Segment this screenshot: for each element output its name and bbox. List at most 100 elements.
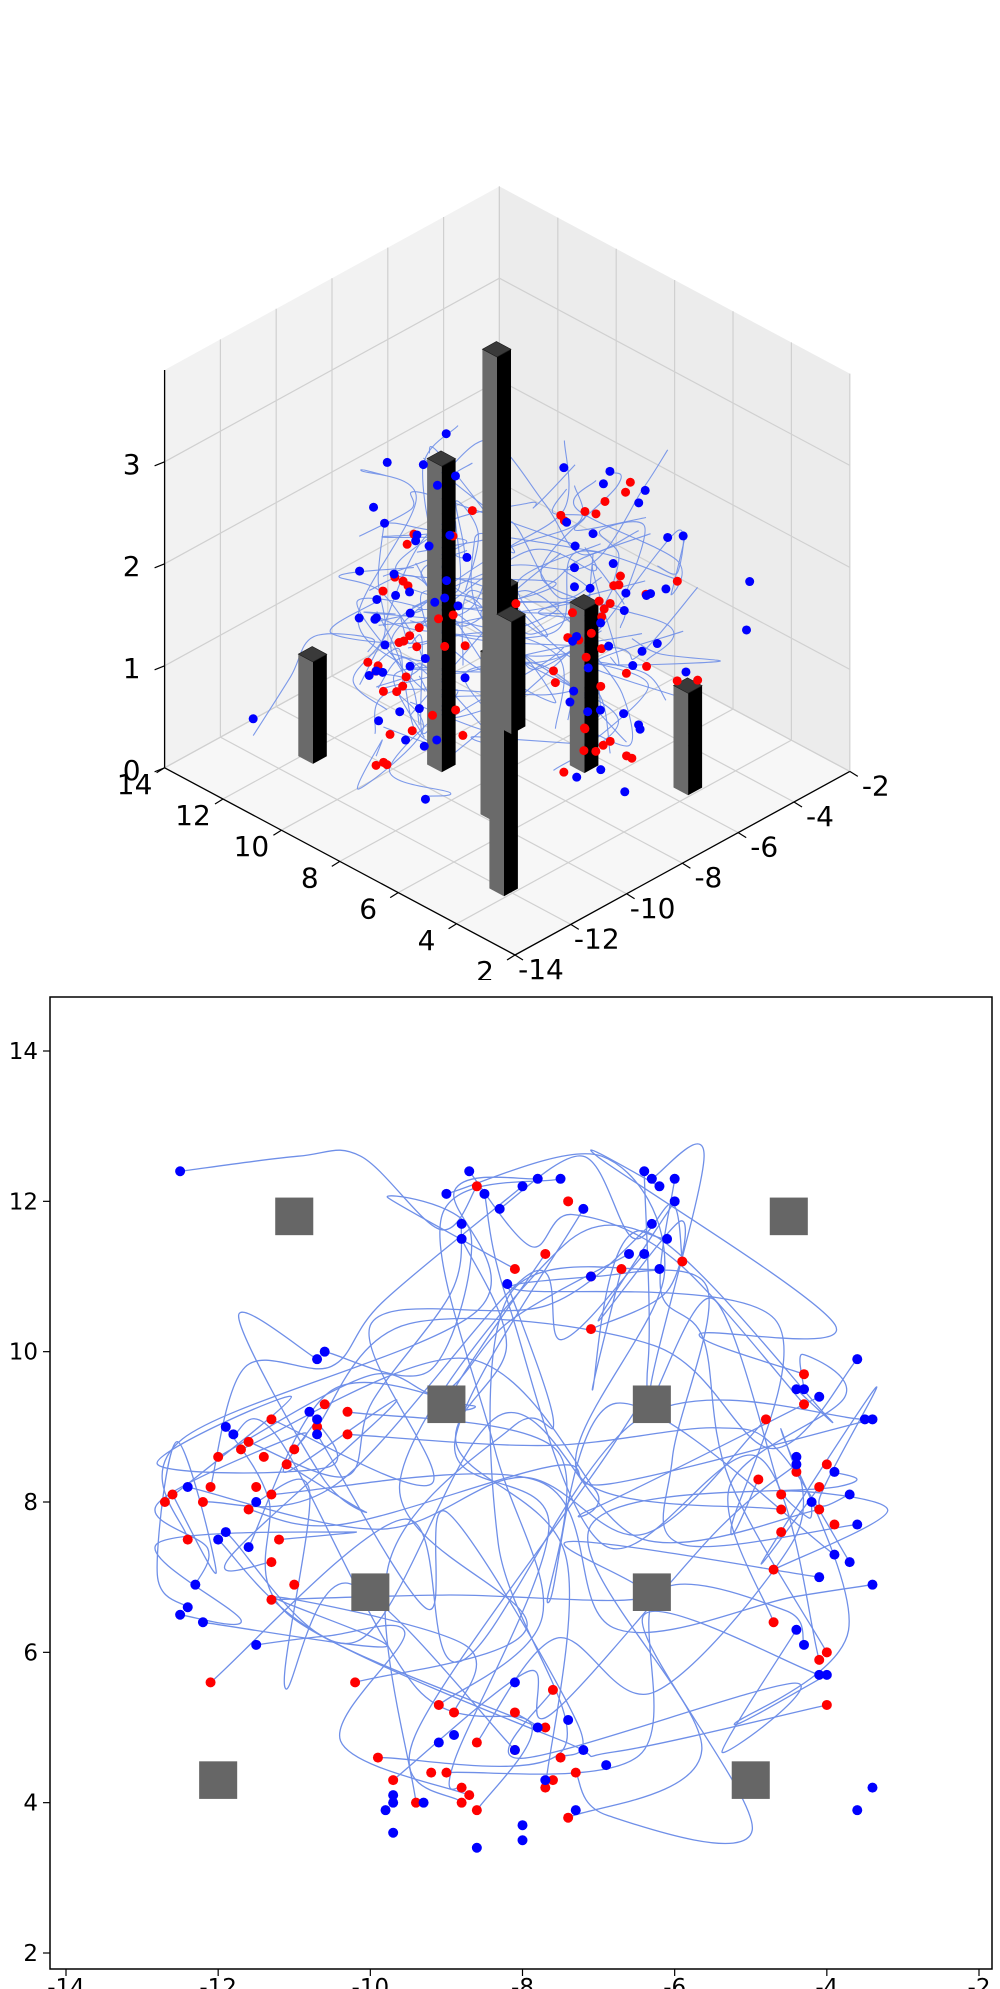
end-point xyxy=(456,1233,467,1244)
obstacle-block xyxy=(731,1761,770,1799)
pillar-top xyxy=(426,450,457,467)
trajectory-path xyxy=(590,1200,687,1330)
end-point xyxy=(370,614,380,624)
start-point xyxy=(385,729,395,739)
trajectory-path xyxy=(248,1223,463,1478)
end-point xyxy=(532,1722,543,1733)
end-point xyxy=(867,1782,878,1793)
end-point xyxy=(619,606,629,616)
end-point xyxy=(462,552,472,562)
start-point xyxy=(471,1737,482,1748)
end-point xyxy=(509,1745,520,1756)
chart-2d: -14 -12 -10 -8 -6 -4 -2 2 4 6 8 10 12 14 xyxy=(9,996,993,1989)
start-point xyxy=(814,1654,825,1665)
trajectory-path xyxy=(461,543,601,666)
x-tick-mark xyxy=(737,832,747,839)
start-point xyxy=(392,687,402,697)
y-tick-label: 8 xyxy=(23,1490,38,1516)
start-point xyxy=(243,1504,254,1515)
end-point xyxy=(471,1842,482,1853)
end-point xyxy=(364,670,374,680)
end-point xyxy=(669,1196,680,1207)
start-point xyxy=(213,1451,224,1462)
trajectory-path xyxy=(154,1531,357,1626)
end-point xyxy=(578,1745,589,1756)
start-point xyxy=(760,1414,771,1425)
start-point xyxy=(289,1579,300,1590)
start-point xyxy=(605,736,615,746)
x-tick-label: -2 xyxy=(862,769,890,802)
end-point xyxy=(509,1677,520,1688)
start-point xyxy=(677,1256,688,1267)
start-point xyxy=(182,1534,193,1545)
trajectory-path xyxy=(161,1176,538,1540)
end-point xyxy=(572,631,582,641)
trajectory-path xyxy=(248,1253,546,1548)
end-point xyxy=(304,1406,315,1417)
end-point xyxy=(583,707,593,717)
start-point xyxy=(511,599,521,609)
end-point xyxy=(502,1279,513,1290)
end-point xyxy=(248,714,258,724)
start-point xyxy=(693,675,703,685)
trajectory-path xyxy=(359,594,606,685)
end-point xyxy=(663,532,673,542)
end-point xyxy=(251,1497,262,1507)
y-tick-label: 14 xyxy=(117,768,153,801)
end-point xyxy=(432,480,442,490)
end-point xyxy=(604,641,614,651)
start-point xyxy=(776,1489,787,1500)
start-point xyxy=(394,638,404,648)
x-tick-mark xyxy=(514,954,524,961)
pillar-face xyxy=(427,458,442,773)
start-point xyxy=(540,1248,551,1259)
start-point xyxy=(433,614,443,624)
trajectory-path xyxy=(510,1275,785,1536)
end-point xyxy=(312,1354,323,1365)
end-point xyxy=(681,667,691,677)
end-point xyxy=(852,1519,863,1530)
start-point xyxy=(597,644,607,654)
end-point xyxy=(745,577,755,587)
trajectory-path xyxy=(255,1478,516,1751)
end-point xyxy=(859,1414,870,1425)
end-point xyxy=(464,1166,475,1177)
obstacle-block xyxy=(632,1573,671,1611)
end-point xyxy=(608,559,618,569)
start-point xyxy=(266,1489,277,1500)
trajectory-path xyxy=(454,1238,571,1788)
x-tick-mark xyxy=(682,862,691,869)
z-tick-label: 1 xyxy=(123,652,141,685)
x-tick-mark xyxy=(570,923,580,930)
start-point xyxy=(621,487,631,497)
end-point xyxy=(372,594,382,604)
y-tick-label: 6 xyxy=(359,893,377,926)
end-point xyxy=(646,1173,657,1184)
end-point xyxy=(355,566,365,576)
start-point xyxy=(388,1775,399,1786)
end-point xyxy=(791,1384,802,1395)
start-point xyxy=(451,705,461,715)
start-point xyxy=(621,668,631,678)
obstacle-block xyxy=(769,1197,808,1236)
end-point xyxy=(646,1218,657,1229)
trajectory-path xyxy=(507,1629,802,1759)
end-point xyxy=(450,471,460,481)
start-point xyxy=(776,1504,787,1515)
trajectory-path xyxy=(354,1224,668,1684)
trajectory-path xyxy=(271,1473,873,1634)
end-point xyxy=(388,1797,399,1808)
pillar-face xyxy=(298,654,313,764)
end-point xyxy=(634,720,644,730)
end-point xyxy=(420,794,430,804)
start-point xyxy=(405,631,415,641)
end-point xyxy=(569,563,579,573)
start-point xyxy=(615,571,625,581)
end-point xyxy=(821,1669,832,1680)
x-tick-label: -8 xyxy=(511,1975,534,1989)
start-point xyxy=(372,1752,383,1763)
end-point xyxy=(799,1384,810,1395)
axes-2d: -14 -12 -10 -8 -6 -4 -2 2 4 6 8 10 12 14 xyxy=(9,1039,991,1989)
trajectory-path xyxy=(356,689,424,790)
